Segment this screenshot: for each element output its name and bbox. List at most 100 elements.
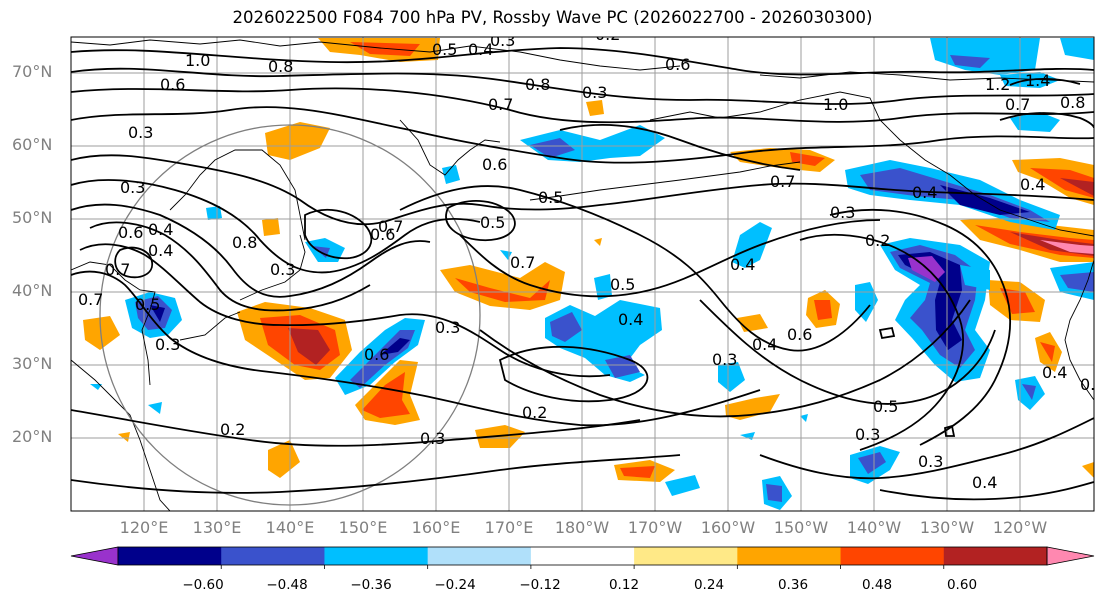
- positive-anomaly-patch: [268, 440, 300, 478]
- negative-anomaly-patch: [206, 206, 222, 220]
- negative-anomaly-patch: [732, 222, 772, 268]
- pv-contour: [71, 409, 641, 447]
- positive-anomaly-patch: [1082, 462, 1094, 478]
- plot-frame: [70, 36, 1095, 512]
- colorbar-tick-label: 0.12: [608, 577, 640, 593]
- coastline-okhotsk: [169, 149, 306, 241]
- negative-anomaly-patch: [150, 305, 165, 322]
- contour-label: 0.4: [618, 310, 643, 329]
- positive-anomaly-patch: [265, 122, 330, 160]
- contour-label: 0.3: [128, 123, 153, 142]
- lon-label: 120°W: [992, 518, 1048, 537]
- lon-label: 170°E: [484, 518, 534, 537]
- pv-contour: [71, 106, 1094, 164]
- contour-label: 0.4: [912, 183, 937, 202]
- positive-anomaly-patch: [262, 218, 280, 236]
- contour-label: 0.3: [830, 203, 855, 222]
- coastline-north-america: [1064, 259, 1094, 401]
- contour-label: 0.6: [482, 155, 507, 174]
- lon-label: 150°E: [338, 518, 388, 537]
- colorbar-segment: [840, 547, 945, 565]
- contour-label: 0.6: [787, 325, 812, 344]
- lon-label: 120°E: [119, 518, 169, 537]
- pv-contour: [79, 243, 611, 378]
- contour-label: 0.6: [370, 225, 395, 244]
- coastline-aleutians: [529, 161, 801, 201]
- positive-anomaly-patch: [350, 42, 420, 56]
- colorbar-segment: [943, 547, 1048, 565]
- pv-contour: [459, 219, 881, 298]
- positive-anomaly-patch: [455, 278, 550, 302]
- colorbar-segment: [530, 547, 635, 565]
- contour-label: 0.4: [730, 255, 755, 274]
- positive-anomaly-patch: [1040, 342, 1055, 362]
- lon-label: 140°E: [265, 518, 315, 537]
- contour-label: 0.6: [665, 55, 690, 74]
- contour-labels: 1.0 0.8 0.5 0.4 0.3 0.6 0.8 0.7 0.6 0.6 …: [78, 31, 1105, 492]
- contour-label: 0.3: [712, 350, 737, 369]
- pv-contour: [71, 203, 431, 298]
- colorbar-extend-max: [1046, 546, 1095, 566]
- pv-contour: [1009, 78, 1081, 86]
- lon-label: 160°E: [411, 518, 461, 537]
- contour-label: 0.4: [468, 40, 493, 59]
- contour-label: 1.2: [985, 75, 1010, 94]
- contour-label: 0.7: [378, 217, 403, 236]
- lon-label: 180°W: [554, 518, 610, 537]
- contour-label: 0.7: [488, 95, 513, 114]
- contour-label: 0.3: [435, 318, 460, 337]
- pv-contour: [445, 200, 516, 242]
- contour-label: 0.3: [420, 429, 445, 448]
- contour-label: 0.4: [972, 473, 997, 492]
- negative-anomaly-patch: [800, 414, 808, 422]
- graticule: [71, 37, 1094, 511]
- pv-contour: [304, 208, 373, 260]
- negative-anomaly-patch: [960, 265, 990, 290]
- contour-label: 0.6: [1080, 375, 1105, 394]
- contour-label: 0.7: [510, 253, 535, 272]
- contour-label: 0.3: [918, 452, 943, 471]
- colorbar-segment: [427, 547, 532, 565]
- contour-label: 0.6: [160, 75, 185, 94]
- contour-label: 0.5: [480, 213, 505, 232]
- contour-label: 0.8: [268, 57, 293, 76]
- negative-anomaly-patch: [898, 252, 962, 350]
- contour-label: 0.7: [770, 172, 795, 191]
- contour-label: 0.3: [490, 31, 515, 50]
- pv-contour: [699, 299, 996, 405]
- positive-anomaly-patch: [725, 394, 780, 420]
- negative-anomaly-patch: [90, 384, 102, 390]
- pv-contour: [878, 326, 896, 340]
- lat-label: 20°N: [12, 427, 53, 446]
- contour-label: 0.2: [220, 420, 245, 439]
- lat-label: 50°N: [12, 208, 53, 227]
- colorbar-segment: [118, 547, 222, 565]
- colorbar-tick-label: −0.36: [350, 577, 392, 593]
- pv-contour: [399, 185, 871, 352]
- contour-label: 1.0: [823, 95, 848, 114]
- contour-label: 0.4: [148, 241, 173, 260]
- colorbar-segment: [324, 547, 429, 565]
- positive-anomaly-patch: [83, 316, 120, 350]
- negative-anomaly-patch: [148, 402, 162, 414]
- pv-contour: [71, 67, 1094, 105]
- contour-label: 0.6: [118, 223, 143, 242]
- negative-anomaly-patch: [1060, 38, 1094, 60]
- contour-label: 0.7: [105, 260, 130, 279]
- negative-anomaly-patch: [550, 312, 582, 342]
- lat-label: 30°N: [12, 354, 53, 373]
- contour-label: 0.5: [432, 40, 457, 59]
- positive-anomaly-patch: [1000, 288, 1035, 314]
- negative-anomaly-patch: [930, 38, 1040, 75]
- pv-contour: [498, 345, 649, 403]
- positive-anomaly-patch: [814, 300, 832, 320]
- negative-anomaly-patch: [858, 452, 886, 474]
- contour-label: 0.3: [120, 178, 145, 197]
- negative-anomaly-patch: [766, 484, 782, 502]
- contour-label: 0.8: [525, 75, 550, 94]
- coastline-asia: [71, 39, 681, 71]
- colorbar: [70, 546, 1095, 569]
- negative-anomaly-patch: [665, 475, 700, 496]
- colorbar-tick-label: −0.60: [182, 577, 224, 593]
